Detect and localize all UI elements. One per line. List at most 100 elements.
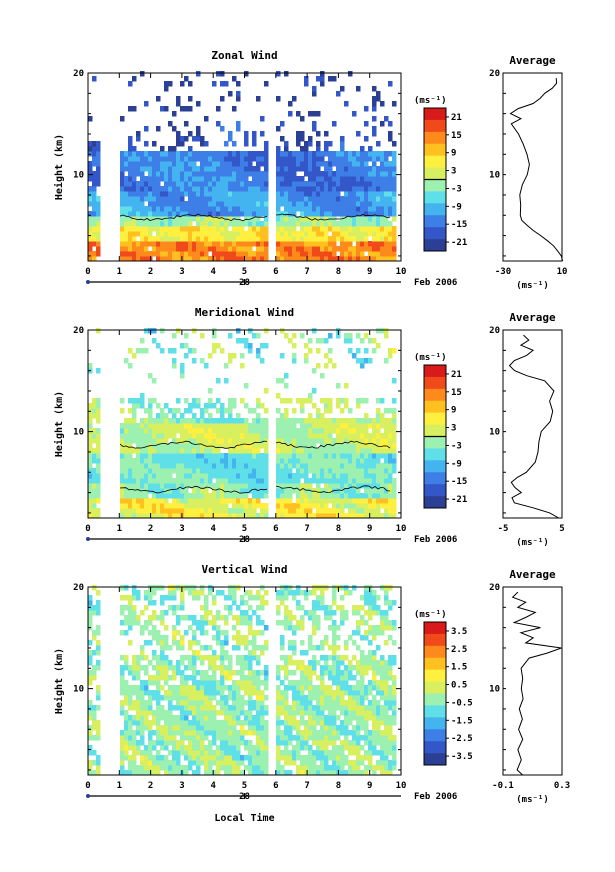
panel-meridional: Meridional Wind 0 1 2 3 4 5 6 7 8 9 10 10 20 Height (k…: [53, 306, 565, 548]
colorbar-unit: (ms⁻¹): [414, 96, 447, 106]
x-tick-label: 5: [242, 524, 247, 534]
profile-y-tick-label: 10: [489, 685, 500, 695]
colorbar-label: 3: [451, 424, 456, 434]
colorbar-swatch: [424, 484, 446, 497]
colorbar-swatch: [424, 167, 446, 180]
x-tick-label: 9: [367, 524, 372, 534]
colorbar-swatch: [424, 753, 446, 766]
profile-x-tick-label: 5: [559, 524, 564, 534]
x-axis-label: Local Time: [214, 812, 274, 824]
x-tick-label: 1: [117, 524, 122, 534]
profile-y-tick-label: 20: [489, 69, 500, 79]
colorbar-swatch: [424, 436, 446, 449]
x-tick-label: 6: [273, 781, 278, 791]
x-tick-label: 2: [148, 267, 153, 277]
y-tick-label: 10: [73, 428, 84, 438]
profile-x-label: (ms⁻¹): [516, 538, 549, 548]
x-tick-label: 3: [179, 524, 184, 534]
x-tick-label: 2: [148, 781, 153, 791]
panel-title: Meridional Wind: [195, 306, 294, 319]
colorbar-swatch: [424, 669, 446, 682]
heatmap-field: [88, 585, 397, 776]
profile-x-tick-label: -30: [495, 267, 511, 277]
x-tick-label: 7: [304, 267, 309, 277]
zero-contour: [119, 440, 391, 449]
x-tick-label: 4: [210, 524, 216, 534]
x-tick-label: 9: [367, 267, 372, 277]
x-tick-label: 5: [242, 781, 247, 791]
x-tick-label: 6: [273, 524, 278, 534]
profile-frame: [502, 72, 563, 262]
colorbar-label: 3.5: [451, 627, 467, 637]
y-tick-label: 10: [73, 685, 84, 695]
colorbar-label: 15: [451, 388, 462, 398]
profile-title: Average: [509, 311, 556, 324]
colorbar-swatch: [424, 657, 446, 670]
colorbar-swatch: [424, 460, 446, 473]
colorbar-swatch: [424, 717, 446, 730]
x-tick-label: 3: [179, 781, 184, 791]
colorbar-label: -9: [451, 459, 462, 469]
colorbar-label: 21: [451, 370, 462, 380]
colorbar-swatch: [424, 729, 446, 742]
colorbar-swatch: [424, 227, 446, 240]
colorbar-swatch: [424, 633, 446, 647]
colorbar-swatch: [424, 119, 446, 133]
colorbar-label: 1.5: [451, 663, 467, 673]
x-tick-label: 8: [336, 267, 341, 277]
y-axis-label: Height (km): [53, 134, 65, 200]
zero-contour: [119, 213, 391, 222]
colorbar-swatch: [424, 424, 446, 437]
profile-x-tick-label: -0.1: [492, 781, 514, 791]
y-tick-label: 20: [73, 326, 84, 336]
profile-title: Average: [509, 54, 556, 67]
colorbar-swatch: [424, 412, 446, 425]
profile-y-tick-label: 20: [489, 583, 500, 593]
heatmap-field: [88, 71, 397, 262]
colorbar-swatch: [424, 365, 446, 378]
x-tick-label: 3: [179, 267, 184, 277]
y-tick-label: 20: [73, 69, 84, 79]
profile-y-tick-label: 10: [489, 428, 500, 438]
colorbar-label: -2.5: [451, 734, 473, 744]
colorbar-unit: (ms⁻¹): [414, 353, 447, 363]
profile-frame: [502, 586, 563, 776]
colorbar-label: 3: [451, 167, 456, 177]
colorbar-swatch: [424, 108, 446, 121]
colorbar-label: -3: [451, 184, 462, 194]
colorbar-label: 9: [451, 406, 456, 416]
date-line-start: [86, 280, 90, 284]
colorbar-swatch: [424, 131, 446, 145]
profile-line: [509, 78, 564, 262]
x-tick-label: 2: [148, 524, 153, 534]
y-axis-label: Height (km): [53, 648, 65, 714]
colorbar-swatch: [424, 496, 446, 509]
panel-zonal: Zonal Wind 0 1 2 3 4 5 6 7 8 9 10 10 20 Height (km) 28 F…: [53, 49, 567, 291]
profile-frame: [502, 329, 563, 519]
day-marker-label: 28: [239, 792, 250, 802]
colorbar-label: -0.5: [451, 698, 473, 708]
x-tick-label: 7: [304, 524, 309, 534]
colorbar-swatch: [424, 388, 446, 402]
x-tick-label: 0: [85, 267, 90, 277]
x-tick-label: 5: [242, 267, 247, 277]
profile-x-tick-label: 10: [557, 267, 568, 277]
panel-title: Zonal Wind: [211, 49, 277, 62]
colorbar-swatch: [424, 143, 446, 156]
colorbar-frame: [423, 621, 447, 766]
colorbar-label: -1.5: [451, 716, 473, 726]
colorbar-swatch: [424, 681, 446, 694]
date-label: Feb 2006: [414, 535, 457, 545]
x-tick-label: 0: [85, 781, 90, 791]
date-label: Feb 2006: [414, 278, 457, 288]
x-tick-label: 10: [396, 267, 407, 277]
colorbar-swatch: [424, 693, 446, 706]
y-axis-label: Height (km): [53, 391, 65, 457]
profile-y-tick-label: 20: [489, 326, 500, 336]
colorbar-swatch: [424, 179, 446, 192]
x-tick-label: 9: [367, 781, 372, 791]
profile-x-tick-label: -5: [498, 524, 509, 534]
colorbar-swatch: [424, 448, 446, 461]
colorbar-swatch: [424, 645, 446, 659]
